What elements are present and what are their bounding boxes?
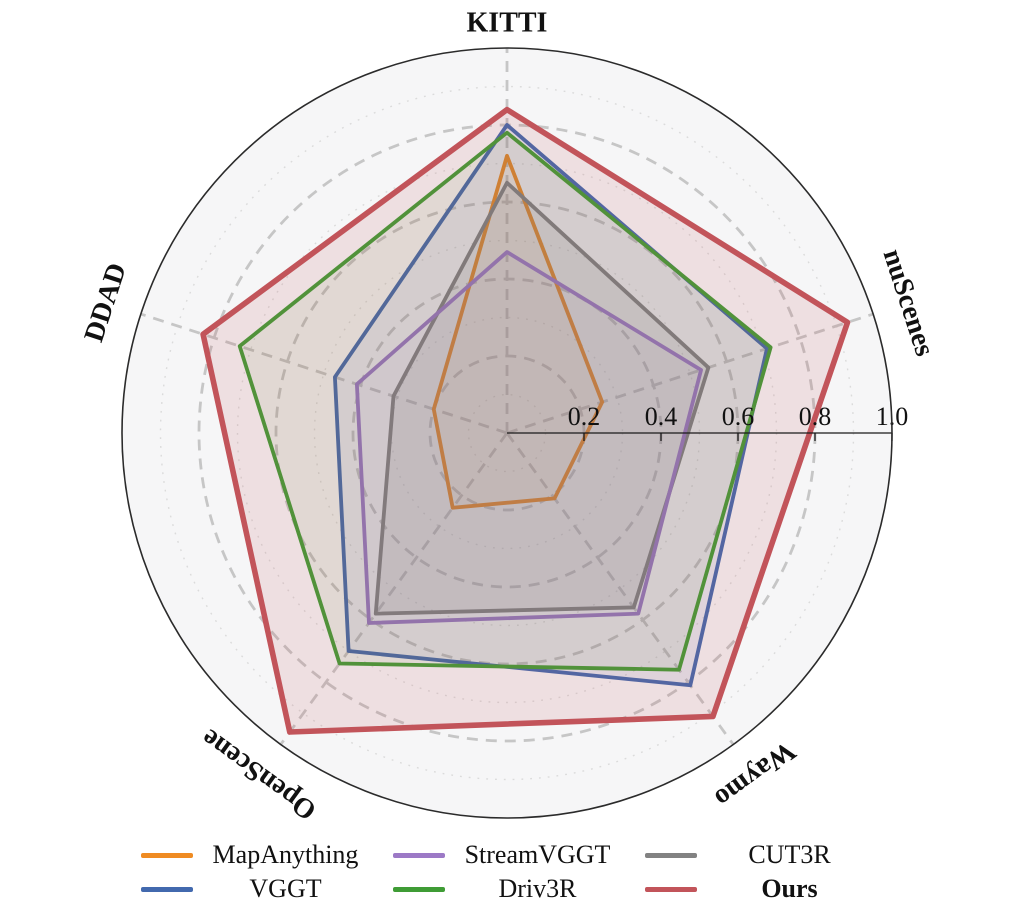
legend-label-cut3r: CUT3R <box>748 840 831 869</box>
outer-ring <box>121 47 893 819</box>
axis-spoke <box>505 432 735 746</box>
axis-label-kitti: KITTI <box>467 8 548 39</box>
legend-row: VGGT Driv3R Ours <box>140 874 883 904</box>
legend-item-streamvggt: StreamVGGT <box>392 840 631 870</box>
legend-item-vggt: VGGT <box>140 874 379 904</box>
radial-tick-label: 0.6 <box>722 402 755 431</box>
radial-tick-label: 0.4 <box>645 402 678 431</box>
legend-swatch-driv3r <box>392 886 445 892</box>
legend-label-ours: Ours <box>761 874 818 903</box>
legend-swatch-ours <box>644 886 697 892</box>
legend-row: MapAnything StreamVGGT CUT3R <box>140 840 883 870</box>
axis-label-ddad: DDAD <box>78 259 132 346</box>
legend-swatch-mapanything <box>140 852 193 858</box>
axis-label-nuscenes: nuScenes <box>877 245 941 360</box>
radar-chart-root: 0.2 0.4 0.6 0.8 1.0KITTInuScenesWaymoOpenSce… <box>78 8 940 827</box>
legend-item-mapanything: MapAnything <box>140 840 379 870</box>
legend-label-streamvggt: StreamVGGT <box>464 840 611 869</box>
series-polygon-streamvggt <box>354 250 703 625</box>
legend-item-ours: Ours <box>644 874 883 904</box>
legend-label-driv3r: Driv3R <box>498 874 577 903</box>
legend-item-driv3r: Driv3R <box>392 874 631 904</box>
axis-spoke <box>506 312 874 435</box>
legend-swatch-cut3r <box>644 852 697 858</box>
series-polygon-mapanything <box>431 153 605 510</box>
legend-swatch-streamvggt <box>392 852 445 858</box>
series-polygon-ours <box>200 106 851 735</box>
series-polygon-driv3r <box>237 130 773 672</box>
series-polygon-cut3r <box>373 180 711 616</box>
radial-tick-label: 0.2 <box>568 402 601 431</box>
legend-swatch-vggt <box>140 886 193 892</box>
axis-spoke <box>140 312 508 435</box>
axis-spoke <box>279 432 509 746</box>
radial-tick-label: 0.8 <box>799 402 832 431</box>
legend-label-vggt: VGGT <box>249 874 322 903</box>
legend-item-cut3r: CUT3R <box>644 840 883 870</box>
legend-label-mapanything: MapAnything <box>212 840 359 869</box>
legend: MapAnything StreamVGGT CUT3R VGGT Driv3R Ours <box>0 840 1023 904</box>
